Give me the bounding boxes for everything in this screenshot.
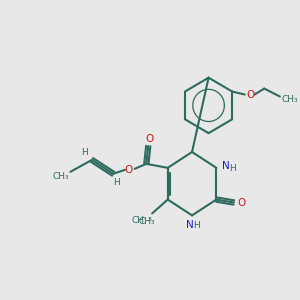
Text: H: H [81,148,87,158]
Text: CH₃: CH₃ [138,217,154,226]
Text: N: N [222,161,230,171]
Text: CH₃: CH₃ [281,95,298,104]
Text: H: H [230,164,236,173]
Text: N: N [186,220,194,230]
Text: O: O [247,89,255,100]
Text: H: H [194,221,200,230]
Text: O: O [125,165,133,175]
Text: H: H [113,178,119,187]
Text: O: O [238,197,246,208]
Text: 3: 3 [147,217,151,222]
Text: CH₃: CH₃ [52,172,69,181]
Text: CH: CH [131,216,144,225]
Text: O: O [145,134,153,144]
